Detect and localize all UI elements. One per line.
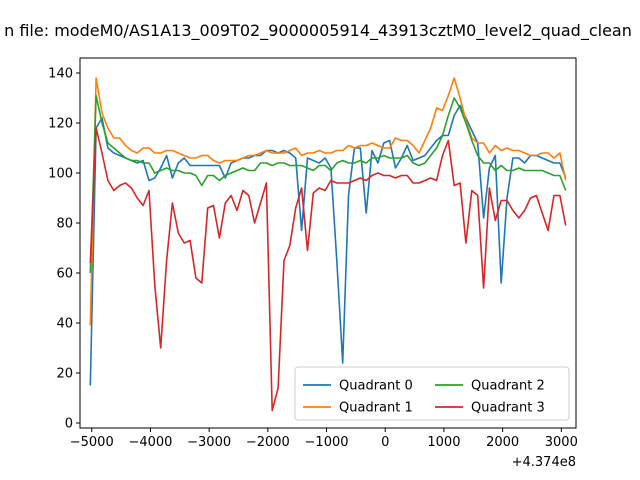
series-line-quadrant-1 <box>89 77 567 326</box>
x-axis: −5000 −4000 −3000 −2000 −1000 0 1000 2000 3000 <box>70 428 578 450</box>
axes-frame <box>79 57 577 429</box>
chart-title: n file: modeM0/AS1A13_009T02_9000005914_… <box>4 21 632 41</box>
x-tick-label: 2000 <box>486 435 519 450</box>
x-tick-label: 1000 <box>427 435 460 450</box>
series-line-quadrant-2 <box>89 94 567 274</box>
legend-label-quadrant-3: Quadrant 3 <box>471 401 545 416</box>
y-tick-label: 0 <box>65 417 73 432</box>
legend-label-quadrant-1: Quadrant 1 <box>339 401 413 416</box>
x-tick-label: −3000 <box>187 435 231 450</box>
legend-label-quadrant-2: Quadrant 2 <box>471 379 545 394</box>
x-tick-label: −1000 <box>305 435 349 450</box>
x-tick-label: −2000 <box>246 435 290 450</box>
y-tick-label: 40 <box>56 317 73 332</box>
legend: Quadrant 0 Quadrant 1 Quadrant 2 Quadrant 3 <box>294 366 570 421</box>
y-tick-label: 20 <box>56 367 73 382</box>
x-tick-label: 0 <box>381 435 389 450</box>
plot-area <box>89 77 567 412</box>
series-line-quadrant-3 <box>89 127 567 412</box>
x-tick-label: 3000 <box>545 435 578 450</box>
x-offset-label: +4.374e8 <box>512 455 576 470</box>
legend-label-quadrant-0: Quadrant 0 <box>339 379 413 394</box>
y-axis: 0 20 40 60 80 100 120 140 <box>48 67 80 432</box>
legend-box <box>294 366 570 421</box>
y-tick-label: 140 <box>48 67 73 82</box>
y-tick-label: 60 <box>56 267 73 282</box>
x-tick-label: −4000 <box>128 435 172 450</box>
x-tick-label: −5000 <box>70 435 114 450</box>
series-line-quadrant-0 <box>89 104 567 386</box>
y-tick-label: 100 <box>48 167 73 182</box>
y-tick-label: 120 <box>48 117 73 132</box>
y-tick-label: 80 <box>56 217 73 232</box>
